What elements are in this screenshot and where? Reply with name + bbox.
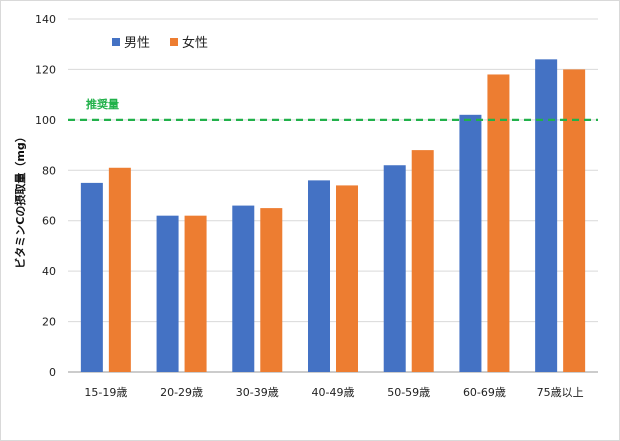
y-tick-label: 0 <box>49 366 56 379</box>
bars <box>80 59 586 373</box>
y-tick-label: 20 <box>42 316 56 329</box>
x-tick-label: 40-49歳 <box>312 386 355 399</box>
x-tick-label: 60-69歳 <box>463 386 506 399</box>
bar-male <box>383 165 406 372</box>
y-tick-label: 140 <box>35 13 56 26</box>
x-axis-ticks: 15-19歳 20-29歳 30-39歳 40-49歳 50-59歳 60-69歳 75歳以… <box>84 386 583 399</box>
bar-female <box>260 208 283 372</box>
bar-female <box>563 69 586 372</box>
bar-male <box>308 180 330 372</box>
y-tick-label: 60 <box>42 215 56 228</box>
y-tick-label: 100 <box>35 114 56 127</box>
legend-swatch-female <box>170 38 178 46</box>
x-tick-label: 15-19歳 <box>84 386 127 399</box>
gridlines <box>68 18 598 373</box>
legend-label-male: 男性 <box>124 36 150 51</box>
y-tick-label: 120 <box>35 63 56 76</box>
bar-male <box>232 205 255 372</box>
bar-male <box>80 182 103 372</box>
legend-swatch-male <box>112 38 120 46</box>
bar-female <box>336 185 358 372</box>
reference-line-group: 推奨量 <box>68 97 598 121</box>
y-axis-ticks: 0 20 40 60 80 100 120 140 <box>35 13 56 379</box>
y-axis-label: ビタミンCの摂取量（mg） <box>13 131 27 268</box>
legend: 男性 女性 <box>112 35 208 51</box>
x-tick-label: 30-39歳 <box>236 386 279 399</box>
bar-male <box>459 114 482 373</box>
bar-male <box>535 59 558 372</box>
bar-female <box>108 167 131 372</box>
bar-female <box>411 150 434 372</box>
x-tick-label: 50-59歳 <box>387 386 430 399</box>
bar-male <box>156 215 179 372</box>
bar-female <box>487 74 510 372</box>
x-tick-label: 75歳以上 <box>537 386 584 399</box>
x-tick-label: 20-29歳 <box>160 386 203 399</box>
y-tick-label: 40 <box>42 265 56 278</box>
reference-line-label: 推奨量 <box>86 97 119 111</box>
y-tick-label: 80 <box>42 164 56 177</box>
bar-female <box>184 215 207 372</box>
legend-label-female: 女性 <box>182 35 208 51</box>
